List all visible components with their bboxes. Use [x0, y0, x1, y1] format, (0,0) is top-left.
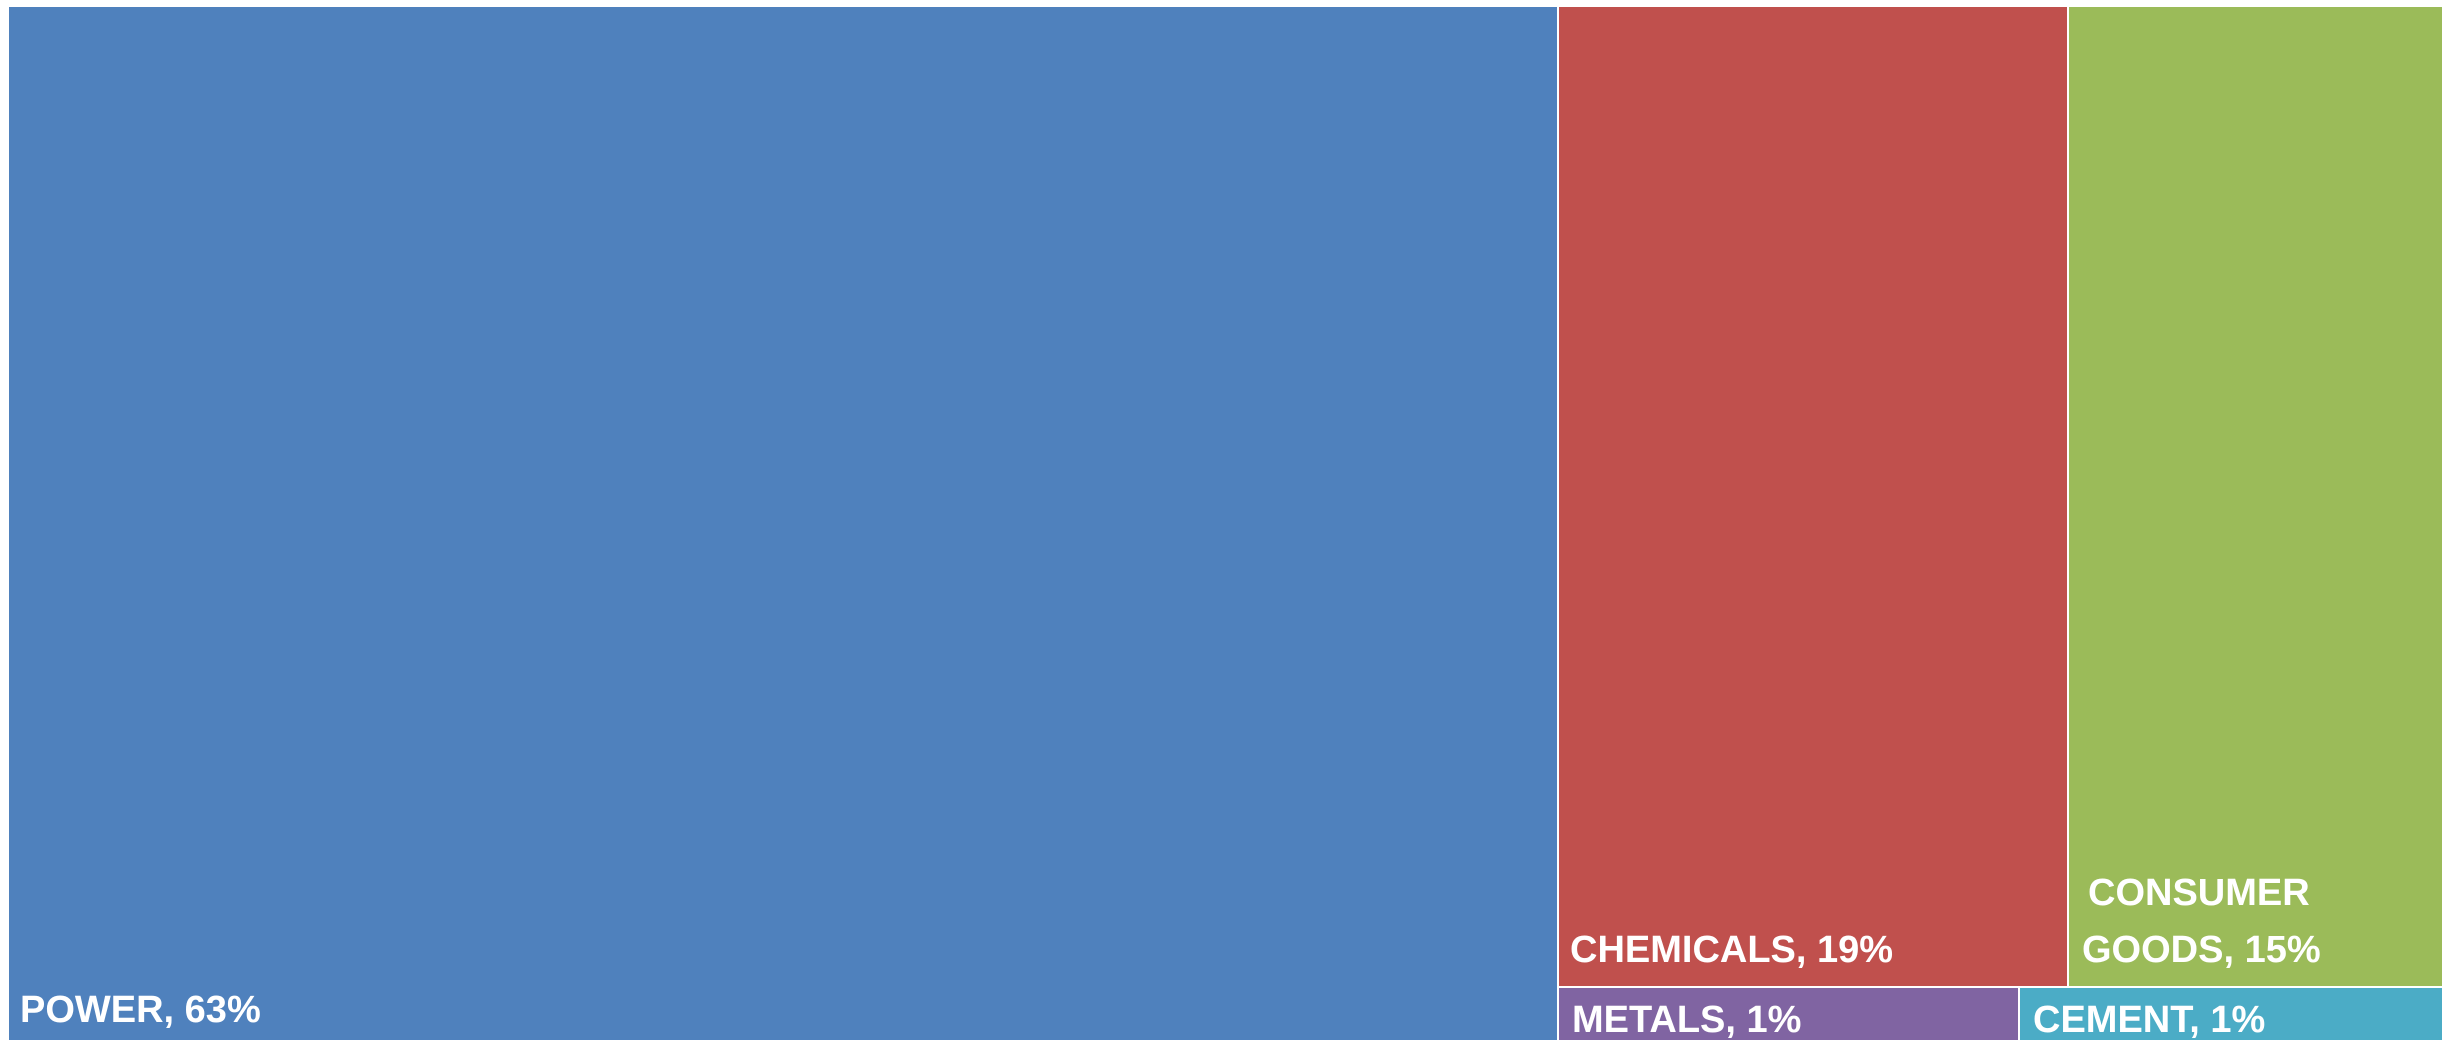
tile-label-cement: CEMENT, 1%: [2033, 999, 2265, 1041]
tile-label-metals: METALS, 1%: [1572, 999, 1801, 1041]
tile-chemicals: [1557, 5, 2069, 988]
tile-cement: [2018, 986, 2443, 1041]
tile-metals: [1557, 986, 2020, 1041]
tile-label-chemicals: CHEMICALS, 19%: [1570, 929, 1893, 971]
treemap-tiles: [7, 5, 2443, 1041]
tile-label-consumer-goods-line-1: CONSUMER: [2088, 872, 2310, 914]
tile-consumer-goods: [2067, 5, 2443, 988]
tile-label-power: POWER, 63%: [20, 989, 261, 1031]
tile-power: [7, 5, 1559, 1041]
treemap-labels: POWER, 63% CHEMICALS, 19% CONSUMER GOODS, 1…: [20, 872, 2321, 1041]
tile-label-consumer-goods-line-2: GOODS, 15%: [2082, 929, 2321, 971]
